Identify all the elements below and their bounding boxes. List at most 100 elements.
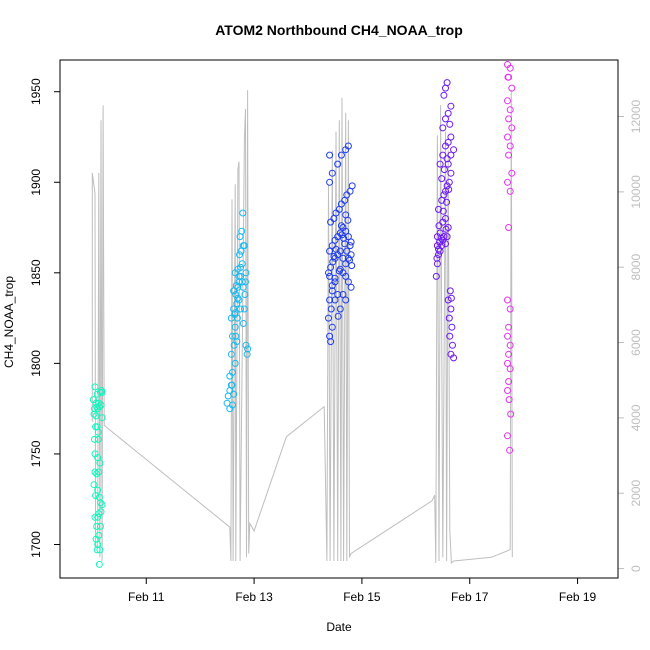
data-point-series-5: [506, 341, 514, 349]
data-point-series-4: [438, 175, 446, 183]
data-point-series-4: [437, 234, 445, 242]
data-point-series-5: [506, 187, 514, 195]
data-point-series-5: [504, 97, 511, 105]
data-point-series-4: [442, 225, 450, 233]
data-point-series-4: [449, 341, 456, 349]
data-point-series-3: [326, 272, 334, 280]
data-point-series-2: [228, 381, 236, 389]
data-point-series-3: [348, 262, 356, 270]
x-tick-label: Feb 17: [451, 590, 489, 604]
data-point-series-3: [342, 296, 350, 304]
data-point-series-3: [332, 245, 340, 253]
data-point-series-2: [237, 263, 245, 271]
data-point-series-3: [342, 272, 350, 280]
x-axis-title: Date: [326, 620, 352, 634]
data-point-series-5: [504, 359, 511, 367]
x-tick-label: Feb 13: [235, 590, 273, 604]
data-point-series-3: [326, 296, 334, 304]
data-point-series-1: [98, 501, 106, 509]
data-point-series-3: [328, 287, 336, 295]
data-point-series-3: [339, 291, 347, 298]
data-point-series-2: [244, 345, 252, 353]
data-point-series-2: [241, 291, 249, 298]
data-point-series-2: [232, 291, 240, 298]
data-point-series-2: [226, 405, 234, 413]
data-point-series-4: [444, 224, 452, 231]
data-point-series-4: [440, 91, 448, 99]
data-point-series-1: [90, 481, 98, 489]
y-left-tick-label: 1800: [29, 350, 43, 377]
data-point-series-3: [334, 312, 342, 320]
y-left-tick-label: 1850: [29, 259, 43, 286]
data-point-series-5: [506, 64, 514, 72]
data-point-series-3: [330, 253, 338, 260]
x-tick-label: Feb 11: [128, 590, 165, 604]
data-point-series-1: [93, 470, 101, 478]
data-point-series-2: [239, 209, 247, 217]
data-point-series-5: [506, 106, 514, 114]
data-point-series-1: [94, 428, 102, 436]
data-point-series-3: [339, 254, 347, 262]
data-point-series-4: [447, 169, 455, 177]
data-point-series-3: [326, 151, 334, 159]
data-point-series-4: [435, 245, 442, 253]
data-point-series-2: [242, 341, 250, 349]
y-right-tick-label: 8000: [629, 254, 643, 281]
data-point-series-4: [447, 305, 455, 313]
data-point-series-2: [235, 296, 243, 304]
data-point-series-4: [450, 146, 458, 154]
data-point-series-4: [448, 323, 456, 331]
data-point-series-2: [243, 350, 251, 358]
data-point-series-5: [504, 73, 512, 81]
axes-layer: Feb 11 Feb 13 Feb 15 Feb 17 Feb 19 1700 1750 18…: [29, 78, 643, 604]
data-point-series-2: [238, 260, 246, 268]
data-point-series-1: [97, 508, 105, 516]
data-point-series-1: [91, 435, 98, 443]
data-point-series-5: [505, 350, 513, 358]
data-point-series-5: [504, 133, 511, 141]
data-point-series-3: [344, 216, 352, 224]
data-point-series-2: [229, 368, 236, 376]
data-point-series-3: [334, 160, 342, 168]
data-point-series-2: [231, 359, 239, 367]
data-point-series-1: [94, 486, 102, 494]
data-point-series-5: [504, 387, 511, 394]
data-point-series-4: [443, 155, 451, 163]
data-point-series-3: [327, 305, 335, 313]
x-tick-label: Feb 19: [559, 590, 597, 604]
data-point-series-5: [508, 84, 516, 92]
data-point-series-4: [447, 133, 455, 141]
data-point-series-2: [233, 338, 241, 346]
data-point-series-5: [506, 365, 514, 373]
data-point-series-5: [505, 151, 513, 159]
data-point-series-1: [97, 401, 105, 409]
data-point-series-1: [98, 388, 106, 396]
data-point-series-1: [90, 410, 98, 418]
data-point-series-3: [347, 238, 355, 246]
data-point-series-3: [331, 296, 339, 304]
data-point-series-3: [326, 247, 334, 255]
data-point-series-4: [445, 186, 453, 193]
data-point-series-4: [446, 120, 454, 128]
x-tick-label: Feb 15: [343, 590, 381, 604]
data-point-series-3: [328, 282, 336, 289]
altitude-trace-line: [91, 90, 513, 564]
data-point-series-4: [433, 242, 441, 250]
data-point-series-5: [506, 142, 514, 150]
y-left-tick-label: 1700: [29, 531, 43, 558]
data-point-series-4: [435, 205, 442, 213]
data-point-series-1: [91, 513, 99, 521]
data-point-series-3: [344, 142, 352, 150]
data-point-series-1: [91, 468, 99, 476]
data-point-series-2: [240, 242, 248, 250]
data-point-series-4: [443, 79, 451, 87]
data-point-series-4: [433, 254, 441, 262]
data-point-series-1: [92, 399, 100, 407]
data-point-series-3: [328, 242, 336, 250]
data-point-series-3: [337, 222, 345, 230]
data-point-series-5: [508, 124, 516, 132]
data-point-series-2: [238, 227, 246, 235]
data-point-series-5: [507, 410, 515, 418]
data-point-series-1: [96, 522, 104, 530]
data-point-series-1: [95, 560, 103, 568]
